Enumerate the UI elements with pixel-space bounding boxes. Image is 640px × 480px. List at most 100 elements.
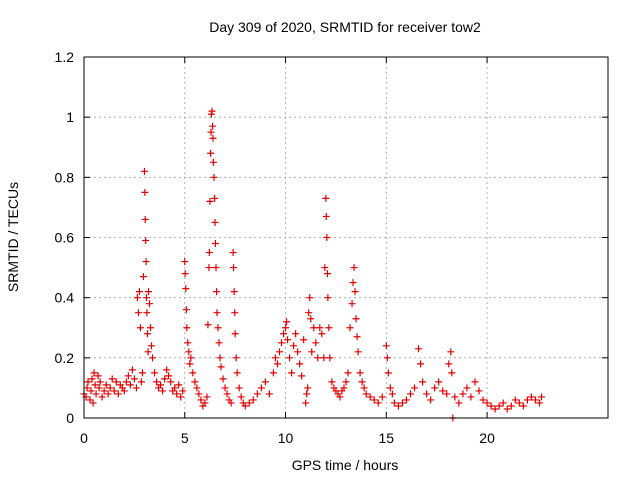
data-point xyxy=(491,405,499,413)
data-point xyxy=(448,369,456,377)
data-point xyxy=(122,378,130,386)
data-point xyxy=(143,330,151,338)
data-point xyxy=(140,167,148,175)
data-point xyxy=(217,363,225,371)
data-point xyxy=(296,360,304,368)
data-point xyxy=(455,399,463,407)
data-point xyxy=(294,348,302,356)
data-point xyxy=(257,384,265,392)
data-point xyxy=(325,324,333,332)
data-point xyxy=(322,194,330,202)
data-point xyxy=(305,309,313,317)
data-point xyxy=(439,387,447,395)
data-point xyxy=(205,264,213,272)
data-point xyxy=(431,384,439,392)
data-point xyxy=(211,194,219,202)
y-tick-label: 0.8 xyxy=(55,169,75,185)
data-point xyxy=(102,381,110,389)
data-point xyxy=(231,330,239,338)
data-point xyxy=(537,393,545,401)
data-point xyxy=(360,384,368,392)
data-point xyxy=(394,402,402,410)
x-tick-label: 15 xyxy=(379,430,395,446)
data-point xyxy=(95,384,103,392)
data-point xyxy=(282,324,290,332)
data-point xyxy=(383,354,391,362)
data-point xyxy=(209,158,217,166)
data-point xyxy=(108,375,116,383)
data-point xyxy=(171,384,179,392)
y-tick-label: 0.4 xyxy=(55,290,75,306)
data-point xyxy=(141,215,149,223)
data-point xyxy=(142,237,150,245)
chart-title: Day 309 of 2020, SRMTID for receiver tow… xyxy=(209,19,481,35)
data-point xyxy=(351,288,359,296)
data-point xyxy=(144,288,152,296)
data-point xyxy=(181,258,189,266)
data-point xyxy=(324,294,332,302)
data-point xyxy=(144,348,152,356)
data-point xyxy=(215,339,223,347)
data-point xyxy=(344,369,352,377)
data-point xyxy=(110,387,118,395)
data-point xyxy=(447,348,455,356)
data-point xyxy=(292,330,300,338)
data-point xyxy=(475,387,483,395)
data-point xyxy=(211,240,219,248)
data-point xyxy=(128,366,136,374)
data-point xyxy=(173,390,181,398)
y-tick-label: 0.2 xyxy=(55,350,75,366)
data-point xyxy=(133,294,141,302)
data-point xyxy=(356,369,364,377)
x-tick-label: 20 xyxy=(479,430,495,446)
data-point xyxy=(535,399,543,407)
data-point xyxy=(298,372,306,380)
data-point xyxy=(415,345,423,353)
data-point xyxy=(323,234,331,241)
x-tick-label: 10 xyxy=(278,430,294,446)
data-point xyxy=(209,122,217,130)
x-tick-label: 5 xyxy=(181,430,189,446)
data-point xyxy=(406,390,414,398)
grid-lines xyxy=(84,57,608,418)
data-point xyxy=(269,369,277,377)
data-point xyxy=(306,294,314,302)
data-point xyxy=(134,309,142,317)
data-point xyxy=(435,378,443,386)
data-point xyxy=(104,390,112,398)
data-point xyxy=(185,348,193,356)
data-point xyxy=(304,384,312,392)
data-point xyxy=(90,369,98,377)
data-point xyxy=(146,300,153,308)
data-point xyxy=(479,396,487,404)
data-point xyxy=(213,309,221,317)
data-point xyxy=(210,173,218,181)
data-point xyxy=(163,366,171,374)
data-point xyxy=(423,390,431,398)
data-point xyxy=(195,390,203,398)
data-point xyxy=(503,405,511,413)
data-point xyxy=(302,399,310,407)
data-point xyxy=(352,315,360,323)
data-point xyxy=(177,393,185,401)
data-point xyxy=(216,354,224,362)
data-point xyxy=(130,375,138,383)
data-point xyxy=(182,306,190,314)
data-point xyxy=(314,354,322,362)
data-point xyxy=(207,149,215,157)
data-point xyxy=(201,399,209,407)
data-point xyxy=(209,134,217,142)
data-point xyxy=(232,354,240,362)
data-point xyxy=(179,387,187,395)
data-point xyxy=(91,381,99,389)
data-point xyxy=(495,402,503,410)
data-point xyxy=(278,339,286,347)
data-point xyxy=(89,399,97,407)
data-point xyxy=(235,384,243,392)
data-point xyxy=(230,264,238,272)
data-point xyxy=(114,390,122,398)
data-point xyxy=(531,396,539,404)
data-point xyxy=(237,393,245,401)
data-point xyxy=(374,399,382,407)
data-point xyxy=(427,396,435,404)
